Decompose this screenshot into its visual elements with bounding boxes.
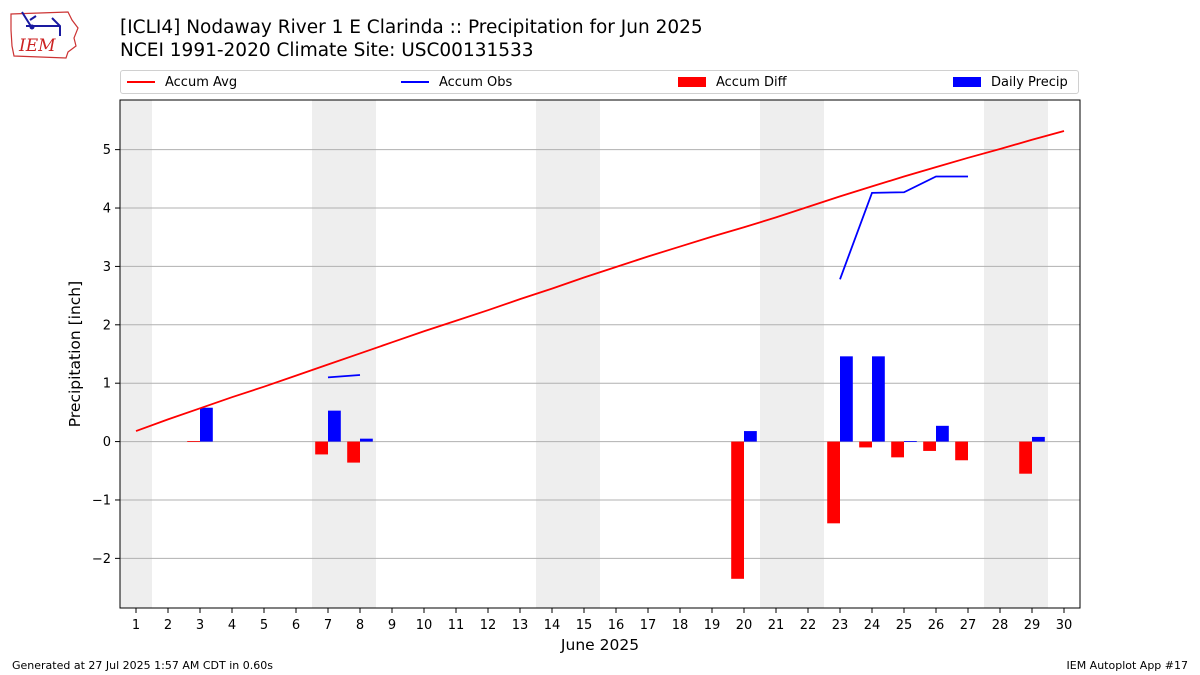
iowa-outline [10, 11, 79, 59]
daily-precip-bar [904, 441, 917, 442]
accum-avg-swatch [127, 81, 155, 83]
weekend-shading [120, 100, 1048, 608]
y-tick-label: 0 [103, 435, 111, 450]
accum-diff-bar [1019, 441, 1032, 474]
y-axis-label: Precipitation [inch] [66, 281, 84, 427]
x-tick-label: 3 [196, 618, 204, 633]
y-axis: −2 −1 0 1 2 3 4 5 [92, 143, 120, 567]
x-tick-label: 7 [324, 618, 332, 633]
daily-precip-bar [872, 356, 885, 442]
chart-title: [ICLI4] Nodaway River 1 E Clarinda :: Pr… [120, 17, 703, 38]
accum-diff-bar [955, 441, 968, 461]
accum-diff-bar [347, 441, 360, 463]
x-axis-label: June 2025 [560, 636, 639, 654]
x-tick-label: 27 [960, 618, 977, 633]
plot-frame [119, 99, 1081, 609]
x-tick-label: 12 [480, 618, 497, 633]
daily-precip-bar [328, 410, 341, 442]
x-tick-label: 4 [228, 618, 236, 633]
x-tick-label: 21 [768, 618, 785, 633]
accum-diff-bar [827, 441, 840, 524]
x-tick-label: 2 [164, 618, 172, 633]
y-tick-label: 5 [103, 143, 111, 158]
x-tick-label: 22 [800, 618, 817, 633]
weekend-band [984, 100, 1048, 608]
legend-item-accum-avg: Accum Avg [127, 71, 237, 93]
accum-diff-bar [315, 441, 328, 455]
generated-timestamp: Generated at 27 Jul 2025 1:57 AM CDT in … [12, 659, 273, 672]
x-tick-label: 13 [512, 618, 529, 633]
x-tick-label: 23 [832, 618, 849, 633]
x-axis: 1 2 3 4 5 6 7 8 9 10 11 12 13 14 15 16 17 18 19 20 21 22 23 24 2… [132, 608, 1072, 633]
accum-diff-bar [187, 441, 200, 442]
x-tick-label: 29 [1024, 618, 1041, 633]
weekend-band [312, 100, 376, 608]
y-tick-label: 4 [103, 202, 111, 217]
y-tick-label: 2 [103, 318, 111, 333]
accum-obs-swatch [401, 81, 429, 83]
x-tick-label: 26 [928, 618, 945, 633]
y-tick-label: 1 [103, 377, 111, 392]
x-tick-label: 30 [1056, 618, 1073, 633]
legend-item-accum-obs: Accum Obs [401, 71, 512, 93]
x-tick-label: 25 [896, 618, 913, 633]
weekend-band [760, 100, 824, 608]
accum-diff-bar [891, 441, 904, 458]
x-tick-label: 8 [356, 618, 364, 633]
daily-precip-bars [200, 356, 1045, 442]
x-tick-label: 5 [260, 618, 268, 633]
station-dot-icon [29, 24, 35, 30]
x-tick-label: 9 [388, 618, 396, 633]
daily-precip-bar [1032, 436, 1045, 442]
x-tick-label: 24 [864, 618, 881, 633]
daily-precip-bar [360, 438, 373, 442]
y-tick-label: −2 [92, 552, 111, 567]
chart-subtitle: NCEI 1991-2020 Climate Site: USC00131533 [120, 40, 534, 61]
grid-lines [120, 149, 1080, 559]
x-tick-label: 15 [576, 618, 593, 633]
accum-diff-bars [187, 441, 1032, 579]
x-tick-label: 28 [992, 618, 1009, 633]
accum-diff-bar [859, 441, 872, 448]
x-tick-label: 19 [704, 618, 721, 633]
weekend-band [120, 100, 152, 608]
legend-label-accum-avg: Accum Avg [165, 74, 238, 90]
x-tick-label: 17 [640, 618, 657, 633]
daily-precip-bar [200, 407, 213, 442]
daily-precip-bar [840, 356, 853, 442]
x-tick-label: 16 [608, 618, 625, 633]
accum-diff-bar [731, 441, 744, 579]
legend-label-accum-obs: Accum Obs [439, 74, 513, 90]
app-credit: IEM Autoplot App #17 [1066, 659, 1189, 672]
legend-label-accum-diff: Accum Diff [716, 74, 787, 90]
accum-obs-line [327, 374, 361, 379]
series-lines [135, 130, 1065, 432]
x-tick-label: 1 [132, 618, 140, 633]
logo-text: IEM [18, 36, 56, 56]
accum-diff-bar [923, 441, 936, 451]
legend: Accum Avg Accum Obs Accum Diff Daily Pre… [120, 70, 1079, 94]
legend-label-daily-precip: Daily Precip [991, 74, 1068, 90]
x-tick-label: 20 [736, 618, 753, 633]
daily-precip-bar [936, 425, 949, 442]
x-tick-label: 18 [672, 618, 689, 633]
y-tick-label: −1 [92, 493, 111, 508]
legend-item-accum-diff: Accum Diff [678, 71, 787, 93]
accum-avg-line [135, 130, 1065, 432]
x-tick-label: 6 [292, 618, 300, 633]
weekend-band [536, 100, 600, 608]
x-tick-label: 14 [544, 618, 561, 633]
iem-logo: IEM [10, 11, 79, 59]
y-tick-label: 3 [103, 260, 111, 275]
daily-precip-bar [744, 431, 757, 442]
accum-diff-swatch [678, 77, 706, 87]
x-tick-label: 11 [448, 618, 465, 633]
accum-obs-line [839, 175, 968, 280]
x-tick-label: 10 [416, 618, 433, 633]
daily-precip-swatch [953, 77, 981, 87]
legend-item-daily-precip: Daily Precip [953, 71, 1068, 93]
